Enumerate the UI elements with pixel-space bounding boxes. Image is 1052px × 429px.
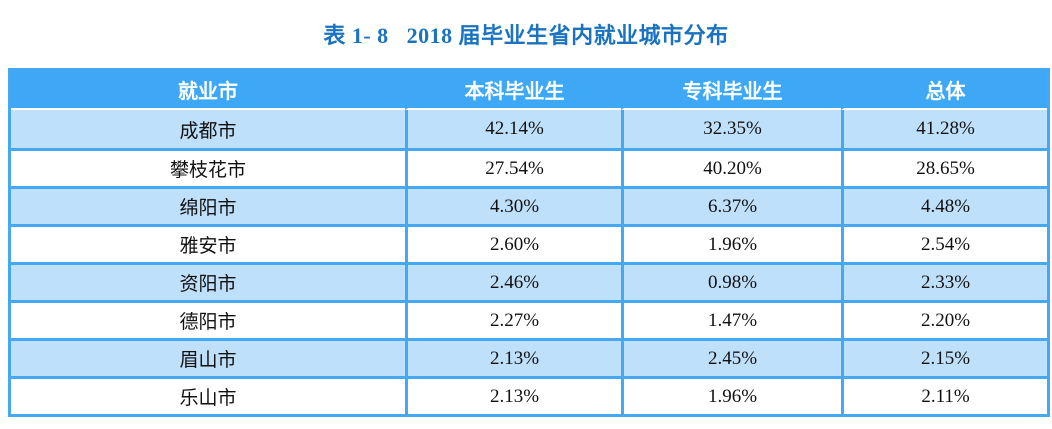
table-row: 雅安市 2.60% 1.96% 2.54% xyxy=(11,224,1047,262)
table-caption-text: 2018 届毕业生省内就业城市分布 xyxy=(406,23,729,48)
header-cell-overall: 总体 xyxy=(841,71,1047,110)
employment-city-table: 就业市 本科毕业生 专科毕业生 总体 成都市 42.14% 32.35% 41.… xyxy=(8,68,1050,417)
table-caption: 表 1- 8 2018 届毕业生省内就业城市分布 xyxy=(0,0,1052,52)
cell-city: 雅安市 xyxy=(11,224,405,262)
cell-undergrad: 4.30% xyxy=(405,186,621,224)
cell-overall: 41.28% xyxy=(841,110,1047,148)
cell-undergrad: 2.13% xyxy=(405,376,621,414)
cell-city: 攀枝花市 xyxy=(11,148,405,186)
cell-city: 资阳市 xyxy=(11,262,405,300)
cell-undergrad: 2.13% xyxy=(405,338,621,376)
header-cell-college: 专科毕业生 xyxy=(621,71,841,110)
table-row: 德阳市 2.27% 1.47% 2.20% xyxy=(11,300,1047,338)
header-cell-undergrad: 本科毕业生 xyxy=(405,71,621,110)
table-row: 攀枝花市 27.54% 40.20% 28.65% xyxy=(11,148,1047,186)
cell-city: 成都市 xyxy=(11,110,405,148)
cell-undergrad: 2.46% xyxy=(405,262,621,300)
cell-college: 32.35% xyxy=(621,110,841,148)
cell-overall: 2.15% xyxy=(841,338,1047,376)
cell-college: 1.47% xyxy=(621,300,841,338)
table-row: 成都市 42.14% 32.35% 41.28% xyxy=(11,110,1047,148)
table-caption-label: 表 1- 8 xyxy=(323,23,389,48)
cell-undergrad: 2.27% xyxy=(405,300,621,338)
cell-undergrad: 42.14% xyxy=(405,110,621,148)
table-header-row: 就业市 本科毕业生 专科毕业生 总体 xyxy=(11,71,1047,110)
table-row: 眉山市 2.13% 2.45% 2.15% xyxy=(11,338,1047,376)
table-row: 资阳市 2.46% 0.98% 2.33% xyxy=(11,262,1047,300)
cell-overall: 28.65% xyxy=(841,148,1047,186)
cell-city: 乐山市 xyxy=(11,376,405,414)
cell-city: 眉山市 xyxy=(11,338,405,376)
cell-overall: 2.11% xyxy=(841,376,1047,414)
cell-overall: 2.54% xyxy=(841,224,1047,262)
cell-college: 1.96% xyxy=(621,224,841,262)
cell-college: 2.45% xyxy=(621,338,841,376)
cell-undergrad: 27.54% xyxy=(405,148,621,186)
cell-college: 1.96% xyxy=(621,376,841,414)
table-row: 绵阳市 4.30% 6.37% 4.48% xyxy=(11,186,1047,224)
cell-city: 德阳市 xyxy=(11,300,405,338)
cell-overall: 2.33% xyxy=(841,262,1047,300)
table-row: 乐山市 2.13% 1.96% 2.11% xyxy=(11,376,1047,414)
cell-overall: 2.20% xyxy=(841,300,1047,338)
cell-college: 6.37% xyxy=(621,186,841,224)
cell-undergrad: 2.60% xyxy=(405,224,621,262)
cell-college: 0.98% xyxy=(621,262,841,300)
cell-overall: 4.48% xyxy=(841,186,1047,224)
header-cell-city: 就业市 xyxy=(11,71,405,110)
cell-city: 绵阳市 xyxy=(11,186,405,224)
cell-college: 40.20% xyxy=(621,148,841,186)
